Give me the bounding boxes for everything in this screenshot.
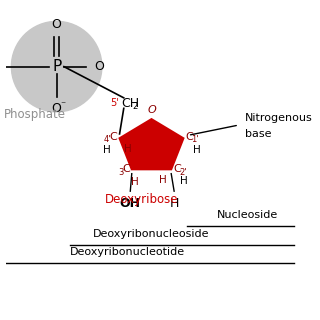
Text: 5': 5' bbox=[111, 98, 119, 108]
Text: P: P bbox=[52, 59, 61, 74]
Polygon shape bbox=[120, 119, 183, 169]
Circle shape bbox=[12, 21, 102, 112]
Text: Deoxyribonucleotide: Deoxyribonucleotide bbox=[70, 247, 185, 257]
Text: 3': 3' bbox=[118, 168, 126, 177]
Text: Nitrogenous: Nitrogenous bbox=[245, 113, 313, 123]
Text: 1': 1' bbox=[192, 135, 199, 144]
Text: C: C bbox=[123, 164, 130, 174]
Text: 2': 2' bbox=[180, 168, 187, 177]
Text: ⁻: ⁻ bbox=[60, 100, 66, 110]
Text: CH: CH bbox=[121, 97, 139, 109]
Text: C: C bbox=[186, 132, 194, 142]
Text: Nucleoside: Nucleoside bbox=[217, 210, 278, 220]
Text: O: O bbox=[52, 18, 61, 31]
Text: H: H bbox=[180, 176, 188, 186]
Text: O: O bbox=[52, 102, 61, 116]
Text: H: H bbox=[159, 174, 166, 185]
Text: Deoxyribonucleoside: Deoxyribonucleoside bbox=[93, 229, 210, 239]
Text: O: O bbox=[94, 60, 104, 73]
Text: H: H bbox=[193, 145, 200, 155]
Text: Deoxyribose: Deoxyribose bbox=[105, 193, 178, 206]
Text: H: H bbox=[131, 177, 139, 188]
Text: H: H bbox=[169, 197, 179, 210]
Text: H: H bbox=[124, 143, 132, 154]
Text: C: C bbox=[109, 132, 117, 142]
Text: 2: 2 bbox=[132, 101, 138, 110]
Text: OH: OH bbox=[120, 197, 141, 210]
Text: H: H bbox=[102, 145, 110, 155]
Text: Phosphate: Phosphate bbox=[4, 108, 66, 121]
Text: base: base bbox=[245, 129, 271, 139]
Text: C: C bbox=[173, 164, 181, 174]
Text: 4': 4' bbox=[103, 135, 111, 144]
Text: O: O bbox=[147, 105, 156, 115]
